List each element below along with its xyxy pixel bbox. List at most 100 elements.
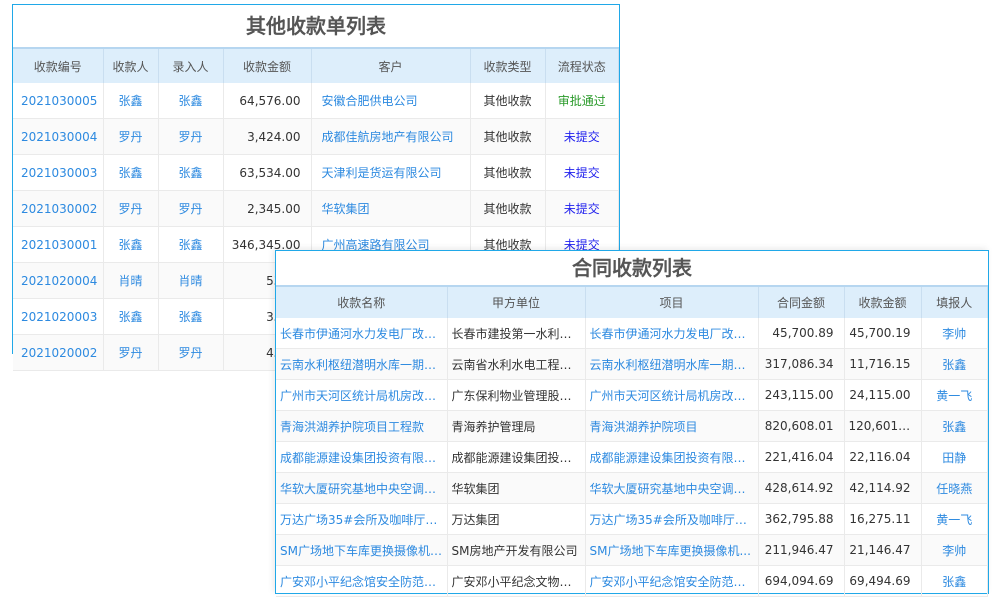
table-cell[interactable]: 肖晴 bbox=[103, 262, 159, 299]
table-cell[interactable]: 成都佳航房地产有限公司 bbox=[311, 118, 471, 155]
table-cell[interactable]: SM广场地下车库更换摄像机... bbox=[585, 534, 759, 566]
table-row[interactable]: 广州市天河区统计局机房改造... 广东保利物业管理股份... 广州市天河区统计局机房… bbox=[276, 379, 988, 411]
table-row[interactable]: 2021030001 张鑫 张鑫 346,345.00 广州高速路有限公司 其他收款 未提交 bbox=[13, 226, 619, 263]
table-cell[interactable]: 黄一飞 bbox=[921, 503, 988, 535]
table-cell[interactable]: 长春市伊通河水力发电厂改建... bbox=[585, 318, 759, 349]
table-row[interactable]: 2021030004 罗丹 罗丹 3,424.00 成都佳航房地产有限公司 其他收款 未提交 bbox=[13, 118, 619, 155]
table-row[interactable]: 万达广场35#会所及咖啡厅空调... 万达集团 万达广场35#会所及咖啡厅空... 3… bbox=[276, 503, 988, 535]
column-header[interactable]: 收款人 bbox=[103, 47, 159, 83]
table-cell[interactable]: 长春市伊通河水力发电厂改建... bbox=[276, 318, 448, 349]
table-cell[interactable]: 罗丹 bbox=[103, 190, 159, 227]
table-cell[interactable]: 张鑫 bbox=[103, 154, 159, 191]
contract-receipts-table: 收款名称 甲方单位 项目 合同金额 收款金额 填报人 长春市伊通河水力发电厂改建... 长春市… bbox=[276, 285, 988, 597]
table-cell[interactable]: 张鑫 bbox=[103, 226, 159, 263]
table-cell[interactable]: 青海洪湖养护院项目工程款 bbox=[276, 410, 448, 442]
table-cell: 广安邓小平纪念文物管... bbox=[447, 565, 586, 597]
table-cell[interactable]: 张鑫 bbox=[158, 154, 224, 191]
table-cell: 长春市建投第一水利水... bbox=[447, 318, 586, 349]
table-cell[interactable]: 华软大厦研究基地中央空调系... bbox=[585, 472, 759, 504]
table-cell[interactable]: 万达广场35#会所及咖啡厅空... bbox=[585, 503, 759, 535]
table-cell[interactable]: 肖晴 bbox=[158, 262, 224, 299]
table-cell[interactable]: 李帅 bbox=[921, 318, 988, 349]
table-cell[interactable]: 华软集团 bbox=[311, 190, 471, 227]
table-cell[interactable]: 李帅 bbox=[921, 534, 988, 566]
table-cell: 42,114.92 bbox=[844, 472, 922, 504]
panel-title: 合同收款列表 bbox=[572, 256, 692, 280]
table-cell: 24,115.00 bbox=[844, 379, 922, 411]
table-cell: 820,608.01 bbox=[758, 410, 845, 442]
table-cell[interactable]: 张鑫 bbox=[921, 565, 988, 597]
table-cell[interactable]: 黄一飞 bbox=[921, 379, 988, 411]
table-cell[interactable]: 2021020002 bbox=[13, 334, 104, 371]
table-cell: 221,416.04 bbox=[758, 441, 845, 473]
column-header[interactable]: 甲方单位 bbox=[447, 285, 586, 318]
table-cell: 云南省水利水电工程有... bbox=[447, 348, 586, 380]
table-cell[interactable]: 罗丹 bbox=[103, 118, 159, 155]
table-row[interactable]: 云南水利枢纽潜明水库一期工... 云南省水利水电工程有... 云南水利枢纽潜明水库一… bbox=[276, 348, 988, 380]
column-header[interactable]: 流程状态 bbox=[545, 47, 619, 83]
table-cell[interactable]: 安徽合肥供电公司 bbox=[311, 83, 471, 119]
table-cell[interactable]: 罗丹 bbox=[158, 334, 224, 371]
table-cell[interactable]: 2021030002 bbox=[13, 190, 104, 227]
table-row[interactable]: 2021030003 张鑫 张鑫 63,534.00 天津利是货运有限公司 其他收款 未提交 bbox=[13, 154, 619, 191]
table-cell[interactable]: 华软大厦研究基地中央空调系... bbox=[276, 472, 448, 504]
table-row[interactable]: 2021030002 罗丹 罗丹 2,345.00 华软集团 其他收款 未提交 bbox=[13, 190, 619, 227]
table-cell[interactable]: 张鑫 bbox=[921, 348, 988, 380]
table-row[interactable]: 长春市伊通河水力发电厂改建... 长春市建投第一水利水... 长春市伊通河水力发电厂… bbox=[276, 318, 988, 349]
table-row[interactable]: 青海洪湖养护院项目工程款 青海养护管理局 青海洪湖养护院项目 820,608.01 12… bbox=[276, 410, 988, 442]
table-cell[interactable]: 罗丹 bbox=[103, 334, 159, 371]
table-cell[interactable]: 2021020003 bbox=[13, 298, 104, 335]
column-header[interactable]: 收款类型 bbox=[470, 47, 546, 83]
column-header[interactable]: 项目 bbox=[585, 285, 759, 318]
table-cell[interactable]: 2021030001 bbox=[13, 226, 104, 263]
table-cell[interactable]: 张鑫 bbox=[921, 410, 988, 442]
table-cell: 审批通过 bbox=[545, 83, 619, 119]
table-cell: 广东保利物业管理股份... bbox=[447, 379, 586, 411]
table-cell[interactable]: 张鑫 bbox=[158, 298, 224, 335]
table-cell[interactable]: SM广场地下车库更换摄像机及... bbox=[276, 534, 448, 566]
table-cell[interactable]: 张鑫 bbox=[158, 83, 224, 119]
column-header[interactable]: 合同金额 bbox=[758, 285, 845, 318]
table-cell[interactable]: 2021030005 bbox=[13, 83, 104, 119]
table-cell[interactable]: 天津利是货运有限公司 bbox=[311, 154, 471, 191]
contract-receipts-panel: 合同收款列表 收款名称 甲方单位 项目 合同金额 收款金额 填报人 长春市伊通河水力发电厂改… bbox=[275, 250, 989, 597]
table-row[interactable]: SM广场地下车库更换摄像机及... SM房地产开发有限公司 SM广场地下车库更换摄像… bbox=[276, 534, 988, 566]
table-cell[interactable]: 任晓燕 bbox=[921, 472, 988, 504]
table-cell[interactable]: 张鑫 bbox=[158, 226, 224, 263]
column-header[interactable]: 客户 bbox=[311, 47, 471, 83]
table-cell[interactable]: 万达广场35#会所及咖啡厅空调... bbox=[276, 503, 448, 535]
table-cell[interactable]: 广州市天河区统计局机房改造... bbox=[276, 379, 448, 411]
column-header[interactable]: 收款编号 bbox=[13, 47, 104, 83]
table-cell[interactable]: 云南水利枢纽潜明水库一期工... bbox=[276, 348, 448, 380]
table-cell[interactable]: 广州市天河区统计局机房改造... bbox=[585, 379, 759, 411]
table-cell[interactable]: 罗丹 bbox=[158, 190, 224, 227]
table-cell[interactable]: 张鑫 bbox=[103, 298, 159, 335]
column-header[interactable]: 收款金额 bbox=[844, 285, 922, 318]
table-cell[interactable]: 广安邓小平纪念馆安全防范系... bbox=[585, 565, 759, 597]
table-cell[interactable]: 田静 bbox=[921, 441, 988, 473]
table-cell[interactable]: 成都能源建设集团投资有限公... bbox=[276, 441, 448, 473]
table-cell: 万达集团 bbox=[447, 503, 586, 535]
column-header[interactable]: 收款名称 bbox=[276, 285, 448, 318]
table-cell[interactable]: 成都能源建设集团投资有限公... bbox=[585, 441, 759, 473]
table-cell: 211,946.47 bbox=[758, 534, 845, 566]
table-cell[interactable]: 2021030003 bbox=[13, 154, 104, 191]
table-cell[interactable]: 云南水利枢纽潜明水库一期工... bbox=[585, 348, 759, 380]
table-cell: 694,094.69 bbox=[758, 565, 845, 597]
table-cell[interactable]: 2021030004 bbox=[13, 118, 104, 155]
table-cell[interactable]: 罗丹 bbox=[158, 118, 224, 155]
table-row[interactable]: 华软大厦研究基地中央空调系... 华软集团 华软大厦研究基地中央空调系... 428,… bbox=[276, 472, 988, 504]
table-cell: 2,345.00 bbox=[223, 190, 312, 227]
table-cell[interactable]: 青海洪湖养护院项目 bbox=[585, 410, 759, 442]
column-header[interactable]: 录入人 bbox=[158, 47, 224, 83]
table-cell: 成都能源建设集团投资... bbox=[447, 441, 586, 473]
table-cell[interactable]: 2021020004 bbox=[13, 262, 104, 299]
column-header[interactable]: 收款金额 bbox=[223, 47, 312, 83]
table-cell: 22,116.04 bbox=[844, 441, 922, 473]
table-cell[interactable]: 张鑫 bbox=[103, 83, 159, 119]
table-row[interactable]: 广安邓小平纪念馆安全防范系... 广安邓小平纪念文物管... 广安邓小平纪念馆安全防… bbox=[276, 565, 988, 597]
column-header[interactable]: 填报人 bbox=[921, 285, 988, 318]
table-cell[interactable]: 广安邓小平纪念馆安全防范系... bbox=[276, 565, 448, 597]
table-row[interactable]: 2021030005 张鑫 张鑫 64,576.00 安徽合肥供电公司 其他收款 审批通过 bbox=[13, 83, 619, 119]
table-row[interactable]: 成都能源建设集团投资有限公... 成都能源建设集团投资... 成都能源建设集团投资有… bbox=[276, 441, 988, 473]
